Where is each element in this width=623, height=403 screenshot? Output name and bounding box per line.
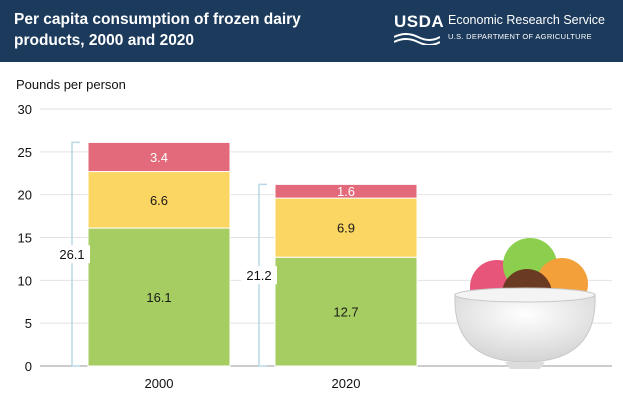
y-tick-label: 0 <box>25 359 32 374</box>
agency-name: Economic Research Service <box>448 13 606 27</box>
bar-segment <box>274 256 418 367</box>
data-label: 3.4 <box>150 150 168 165</box>
y-tick-label: 25 <box>18 145 32 160</box>
chart-title: Per capita consumption of frozen dairy p… <box>14 11 301 49</box>
department-name: U.S. DEPARTMENT OF AGRICULTURE <box>448 32 592 41</box>
stacked-bar-chart: 0 5 10 15 20 25 30 16.1 6.6 3.4 2000 12.7 6.9 1.6 202… <box>18 102 612 391</box>
ice-cream-bowl-icon <box>454 238 596 369</box>
data-label: 12.7 <box>333 305 358 320</box>
x-tick-label: 2000 <box>145 376 174 391</box>
data-label: 6.6 <box>150 193 168 208</box>
chart-header: Per capita consumption of frozen dairy p… <box>0 0 623 62</box>
bar-segment <box>274 183 418 199</box>
bar-segment <box>274 197 418 258</box>
total-label: 26.1 <box>59 247 84 262</box>
y-tick-label: 5 <box>25 316 32 331</box>
y-tick-label: 10 <box>18 273 32 288</box>
total-label-background <box>241 266 277 285</box>
bar-segment <box>87 171 231 229</box>
usda-logo: USDA <box>394 12 445 31</box>
usda-logo-waves-icon <box>394 33 440 45</box>
data-label: 6.9 <box>337 221 355 236</box>
y-tick-label: 30 <box>18 102 32 117</box>
y-axis-label: Pounds per person <box>16 77 126 92</box>
data-label: 1.6 <box>337 184 355 199</box>
x-tick-label: 2020 <box>332 376 361 391</box>
total-label-background <box>54 245 90 264</box>
data-label: 16.1 <box>146 290 171 305</box>
total-label: 21.2 <box>246 268 271 283</box>
y-tick-label: 20 <box>18 188 32 203</box>
y-tick-label: 15 <box>18 231 32 246</box>
bar-segment <box>87 141 231 173</box>
